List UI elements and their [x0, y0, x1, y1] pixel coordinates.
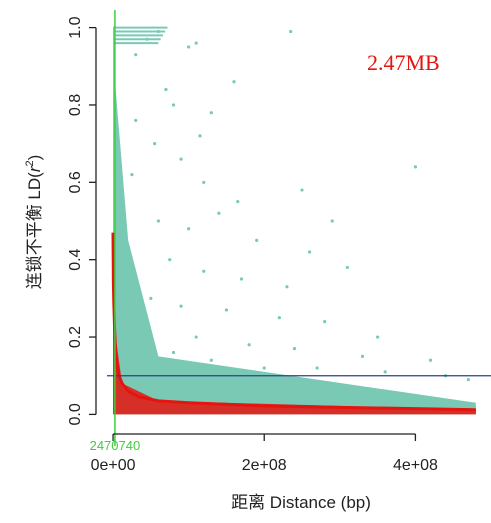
scatter-point [247, 343, 251, 347]
scatter-point [232, 80, 236, 84]
scatter-point [179, 304, 183, 308]
scatter-point [168, 258, 172, 262]
scatter-point [187, 227, 191, 231]
scatter-point [466, 377, 470, 382]
scatter-point [285, 285, 289, 289]
decay-annotation: 2.47MB [367, 50, 440, 75]
scatter-point [289, 29, 293, 34]
scatter-point [194, 335, 198, 339]
scatter-point [202, 269, 206, 273]
x-tick-label: 4e+08 [393, 457, 438, 474]
scatter-point [323, 319, 327, 324]
scatter-point [413, 165, 418, 169]
scatter-point [179, 157, 183, 161]
y-axis-title: 连锁不平衡 LD(r2) [24, 155, 44, 290]
scatter-point [383, 370, 387, 374]
scatter-point [130, 172, 134, 177]
y-tick-label: 0.2 [67, 326, 84, 348]
scatter-point [164, 87, 168, 92]
y-axis-title-var: r [25, 165, 44, 172]
scatter-point [428, 358, 433, 362]
scatter-point [315, 366, 319, 370]
x-tick-label: 0e+00 [91, 457, 136, 474]
scatter-point [262, 366, 266, 370]
y-tick-label: 0.8 [67, 94, 84, 116]
scatter-point [236, 200, 240, 204]
scatter-point [149, 296, 153, 300]
scatter-point [202, 180, 206, 184]
scatter-point [187, 45, 191, 49]
y-tick-label: 1.0 [67, 16, 84, 38]
decay-marker-label: 2470740 [90, 438, 141, 453]
scatter-point [194, 41, 198, 45]
scatter-points [130, 29, 470, 382]
x-axis-title: 距离 Distance (bp) [231, 493, 371, 512]
x-tick-label: 2e+08 [242, 457, 287, 474]
scatter-point [239, 277, 244, 281]
scatter-point [345, 265, 349, 270]
y-tick-label: 0.0 [67, 403, 84, 425]
scatter-point [330, 219, 334, 223]
y-axis-title-sup: 2 [24, 160, 36, 166]
scatter-point [300, 188, 304, 192]
scatter-point [376, 335, 380, 339]
scatter-point [209, 111, 213, 115]
scatter-point [277, 316, 281, 320]
dense-band-tail [115, 85, 476, 415]
scatter-point [224, 308, 229, 312]
scatter-point [198, 134, 202, 138]
scatter-point [292, 347, 297, 351]
scatter-point [217, 211, 221, 215]
y-tick-label: 0.6 [67, 171, 84, 193]
scatter-point [171, 350, 176, 355]
scatter-point [134, 118, 138, 123]
scatter-point [153, 142, 157, 146]
scatter-point [360, 354, 365, 358]
dense-band [113, 26, 476, 415]
scatter-point [209, 358, 213, 362]
scatter-point [307, 250, 312, 254]
scatter-point [255, 238, 259, 242]
scatter-point [134, 53, 138, 57]
axes: 0.0 0.2 0.4 0.6 0.8 1.0 0e+00 2e+08 4e+08 [67, 16, 438, 474]
y-axis-title-prefix: 连锁不平衡 LD( [25, 172, 44, 289]
y-axis-title-suffix: ) [25, 155, 44, 161]
scatter-point [156, 219, 161, 223]
y-tick-label: 0.4 [67, 248, 84, 270]
scatter-point [171, 103, 176, 107]
